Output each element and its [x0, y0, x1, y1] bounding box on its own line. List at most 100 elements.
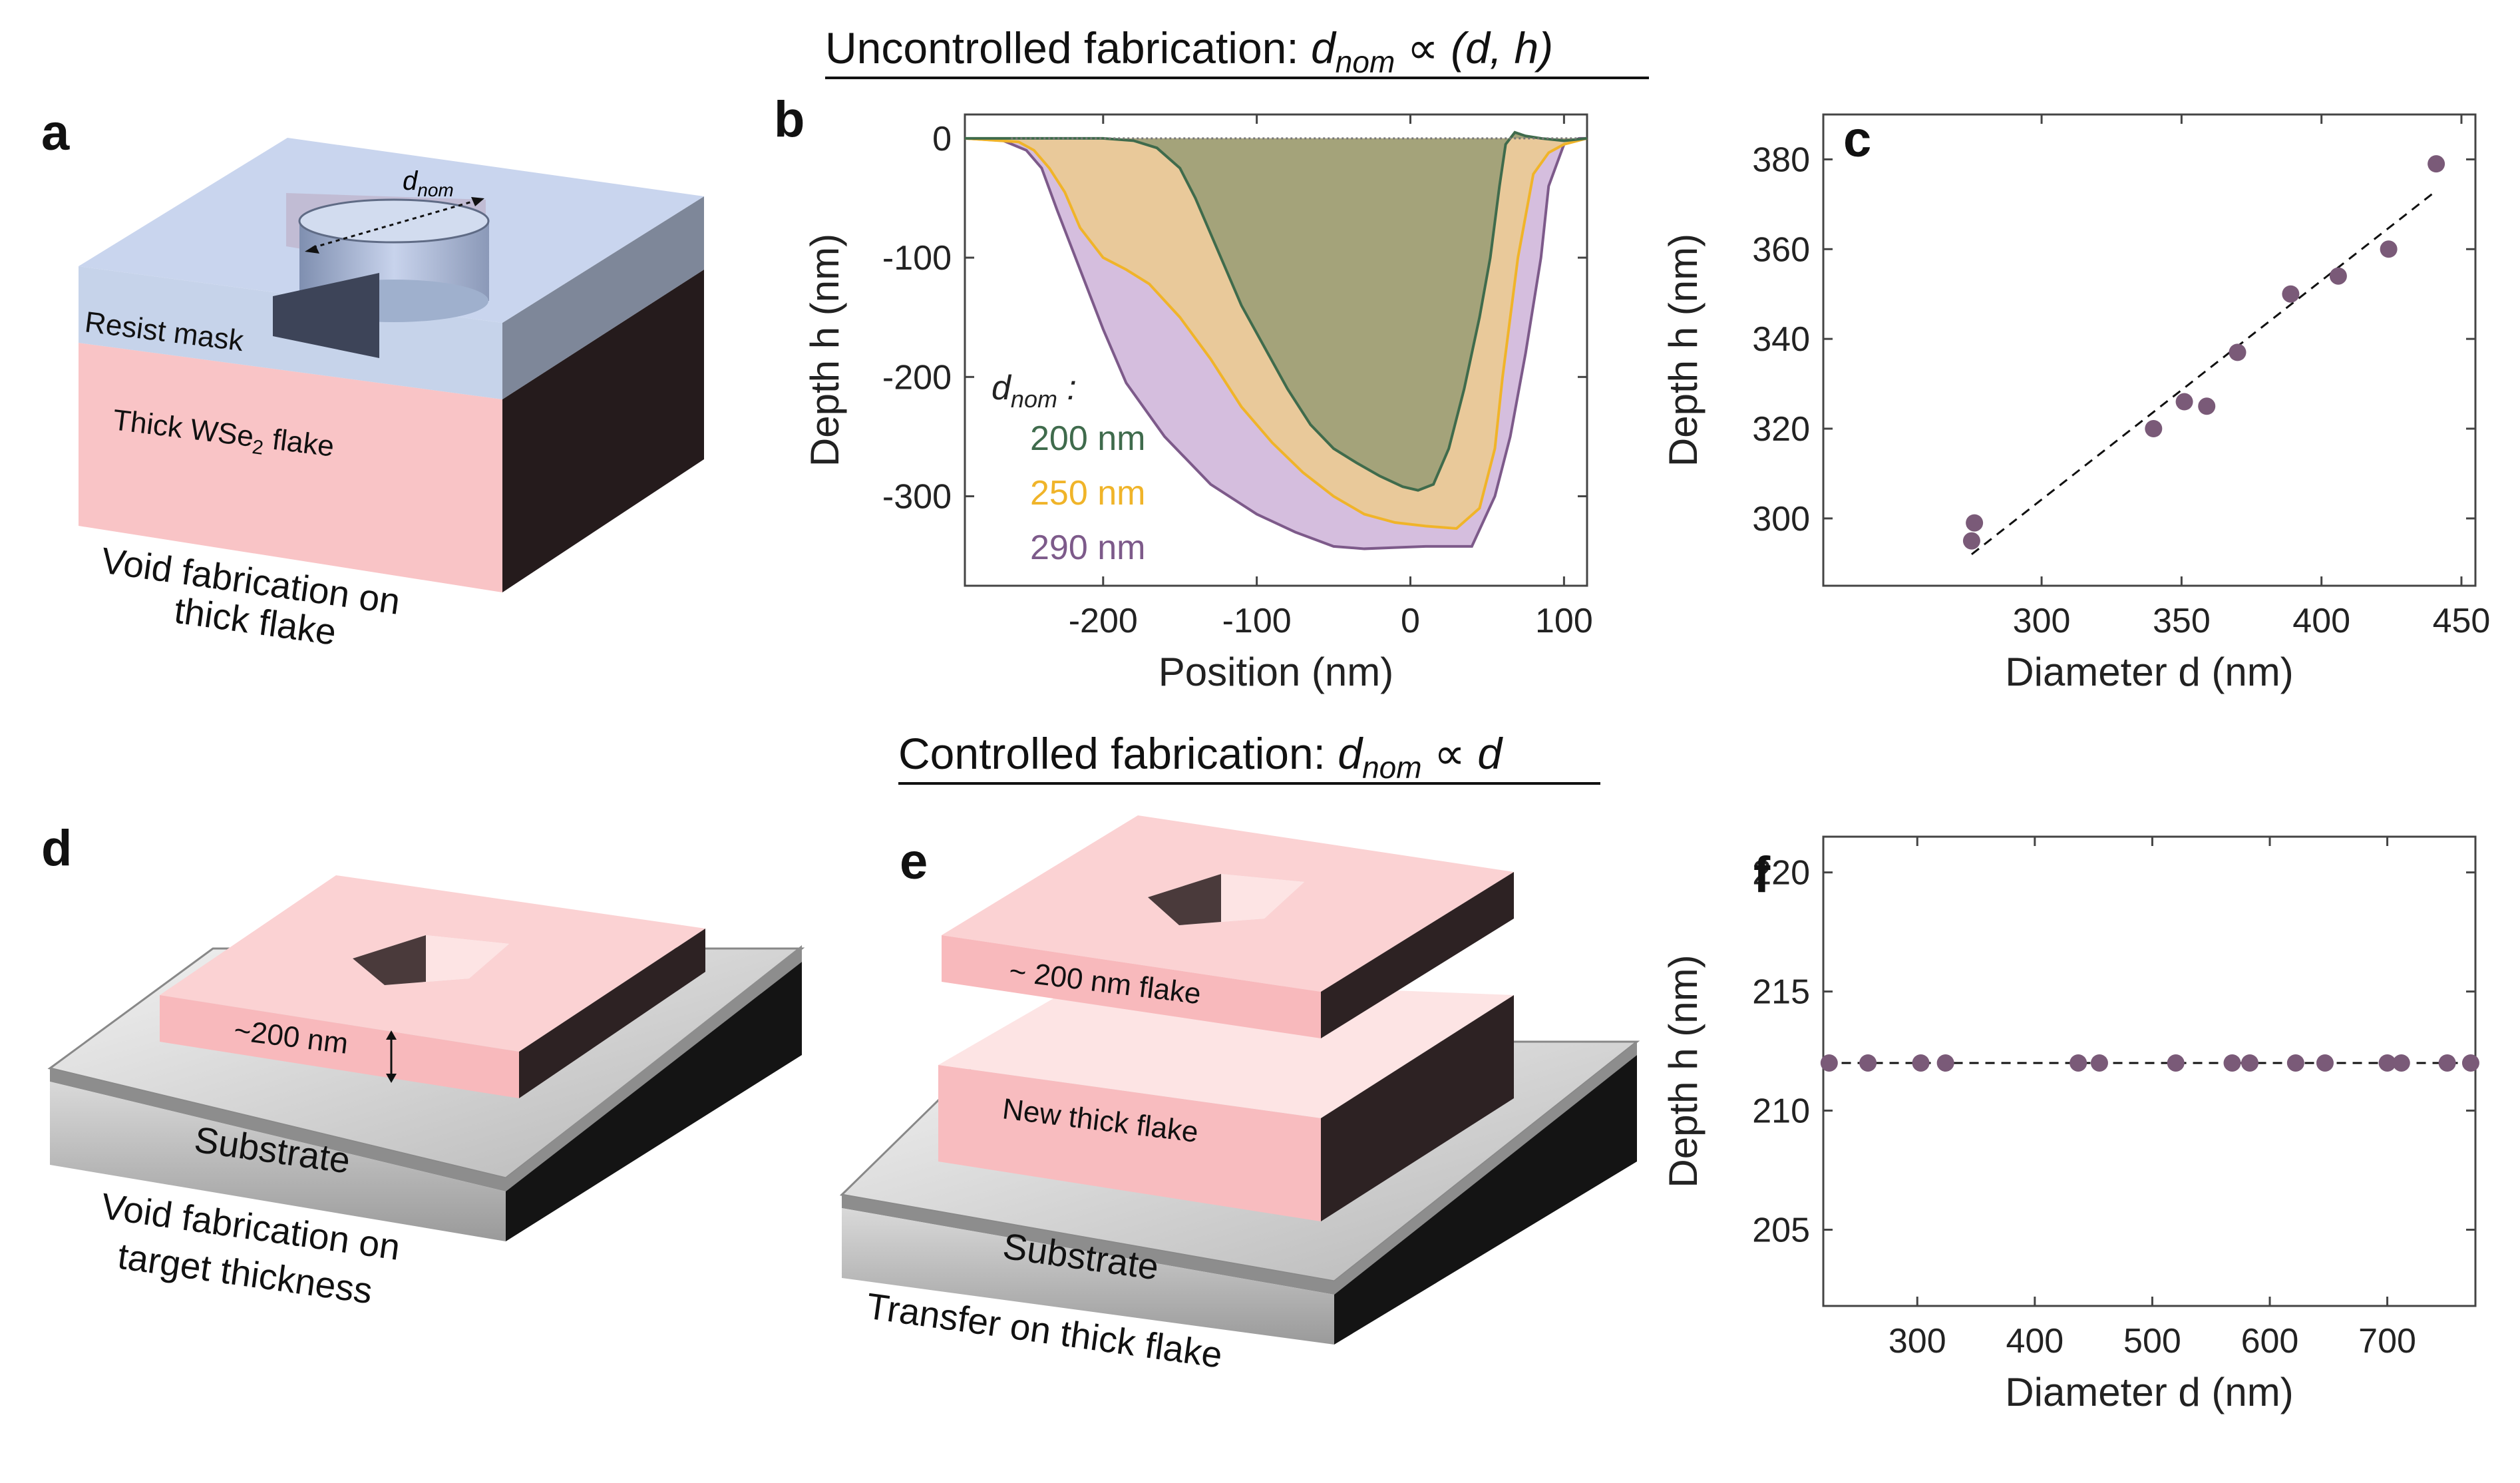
- x-tick-label: 700: [2358, 1322, 2416, 1361]
- thick-flake-right-e: [1321, 995, 1514, 1221]
- data-point: [2090, 1054, 2108, 1072]
- header-top: Uncontrolled fabrication: dnom ∝ (d, h): [825, 23, 1649, 79]
- y-tick-label: 220: [1752, 854, 1810, 893]
- substrate-right-e: [1334, 1055, 1637, 1345]
- panel-letter-c: c: [1843, 111, 1871, 168]
- data-point: [1936, 1054, 1954, 1072]
- data-point: [2329, 267, 2347, 285]
- y-tick-label: 380: [1752, 140, 1810, 179]
- y-axis-label: Depth h (nm): [1661, 234, 1706, 467]
- chart-f: 300 400 500 600 700 205 210 215 220 Diameter d (n…: [1661, 835, 2479, 1414]
- line-250nm: [964, 136, 1588, 530]
- panel-letter-a: a: [41, 105, 70, 161]
- header-mid-prefix: Controlled fabrication:: [898, 729, 1338, 778]
- dnom-arrow: [312, 198, 480, 249]
- cut-face: [273, 273, 379, 358]
- data-point: [2438, 1054, 2456, 1072]
- header-mid: Controlled fabrication: dnom ∝ d: [898, 729, 1600, 785]
- data-point: [1912, 1054, 1930, 1072]
- data-point: [2282, 285, 2300, 303]
- x-tick-label: -100: [1222, 602, 1292, 640]
- y-tick-label: 300: [1752, 500, 1810, 538]
- thick-flake-front-e: [938, 1065, 1321, 1221]
- y-tick-label: 340: [1752, 320, 1810, 359]
- x-tick-label: 450: [2433, 602, 2491, 640]
- thin-flake-right-e: [1321, 872, 1514, 1038]
- chart-b: -200 -100 0 100 0 -100 -200 -300 Position (nm) De…: [803, 113, 1593, 694]
- data-point: [2286, 1054, 2304, 1072]
- axes-frame: [1822, 113, 2477, 587]
- header-mid-symbol: d: [1338, 729, 1363, 778]
- data-point: [2145, 420, 2163, 437]
- substrate-right: [506, 962, 802, 1241]
- y-axis-label: Depth h (nm): [803, 234, 847, 467]
- y-tick-label: 360: [1752, 230, 1810, 269]
- line-200nm: [965, 130, 1588, 492]
- x-tick-label: 400: [2006, 1322, 2064, 1361]
- panel-a: a dnom Resist mask Thick WSe2 flake Void…: [41, 105, 704, 653]
- panel-d: d ~200 nm Substrate Void fabrication on …: [41, 820, 805, 1311]
- thick-flake-top-e: [938, 978, 1514, 1118]
- panel-c: 300 350 400 450 300 320 340 360 380 Diameter d (n…: [1661, 111, 2490, 694]
- panel-f: 300 400 500 600 700 205 210 215 220 Diameter d (n…: [1661, 835, 2479, 1414]
- data-point: [1962, 532, 1980, 550]
- legend-entry: 290 nm: [1030, 529, 1145, 567]
- x-axis-label: Diameter d (nm): [2005, 1370, 2293, 1414]
- x-tick-label: 350: [2153, 602, 2211, 640]
- y-tick-label: 215: [1752, 973, 1810, 1012]
- flake-right-face: [502, 270, 704, 592]
- x-tick-label: 500: [2123, 1322, 2181, 1361]
- svg-text:Uncontrolled fabrication: dnom: Uncontrolled fabrication: dnom ∝ (d, h): [825, 23, 1553, 79]
- data-point: [2070, 1054, 2087, 1072]
- svg-text:Controlled fabrication: dnom ∝: Controlled fabrication: dnom ∝ d: [898, 729, 1503, 785]
- x-tick-label: 400: [2292, 602, 2350, 640]
- panel-letter-d: d: [41, 820, 72, 877]
- legend-title: dnom :: [991, 369, 1077, 413]
- header-mid-sub: nom: [1362, 750, 1421, 785]
- y-tick-label: -200: [882, 358, 952, 397]
- panel-letter-f: f: [1753, 847, 1771, 903]
- y-tick-label: -100: [882, 239, 952, 278]
- data-point: [1859, 1054, 1877, 1072]
- data-point: [2380, 240, 2398, 258]
- x-axis-label: Diameter d (nm): [2005, 650, 2293, 694]
- x-tick-label: 0: [1401, 602, 1420, 640]
- data-point: [2167, 1054, 2185, 1072]
- header-top-suffix: ∝ (d, h): [1395, 23, 1553, 73]
- line-290nm: [964, 136, 1587, 550]
- x-tick-label: -200: [1069, 602, 1138, 640]
- x-tick-label: 300: [2013, 602, 2071, 640]
- dnom-label: dnom: [403, 166, 454, 200]
- y-axis-label: Depth h (nm): [1661, 954, 1706, 1187]
- data-point: [2229, 343, 2247, 361]
- panel-b: b -200 -100 0 100 0 -100 -200 -300 Position (nm)…: [774, 91, 1593, 694]
- flake-right-d: [519, 929, 705, 1098]
- data-point: [2316, 1054, 2334, 1072]
- data-point: [2461, 1054, 2479, 1072]
- header-mid-suffix: ∝ d: [1422, 729, 1504, 778]
- axes-frame: [964, 113, 1588, 587]
- header-top-prefix: Uncontrolled fabrication:: [825, 23, 1311, 73]
- y-tick-label: 205: [1752, 1211, 1810, 1249]
- y-tick-label: 0: [932, 120, 952, 158]
- x-tick-label: 600: [2241, 1322, 2299, 1361]
- legend-entry: 200 nm: [1030, 419, 1145, 458]
- chart-c: 300 350 400 450 300 320 340 360 380 Diameter d (n…: [1661, 113, 2491, 694]
- x-axis-label: Position (nm): [1159, 650, 1393, 694]
- data-point: [2241, 1054, 2258, 1072]
- header-top-symbol: d: [1311, 23, 1337, 73]
- x-tick-label: 100: [1535, 602, 1593, 640]
- x-tick-label: 300: [1889, 1322, 1946, 1361]
- resist-right-face: [502, 196, 704, 399]
- data-point: [2378, 1054, 2396, 1072]
- data-point: [2428, 155, 2445, 173]
- data-point: [2198, 397, 2216, 415]
- header-top-sub: nom: [1336, 45, 1395, 79]
- substrate-front-e: [842, 1208, 1334, 1345]
- axes-frame: [1822, 835, 2477, 1307]
- legend-entry: 250 nm: [1030, 474, 1145, 513]
- data-point: [1966, 514, 1984, 532]
- data-point: [2392, 1054, 2410, 1072]
- panel-letter-e: e: [900, 833, 928, 890]
